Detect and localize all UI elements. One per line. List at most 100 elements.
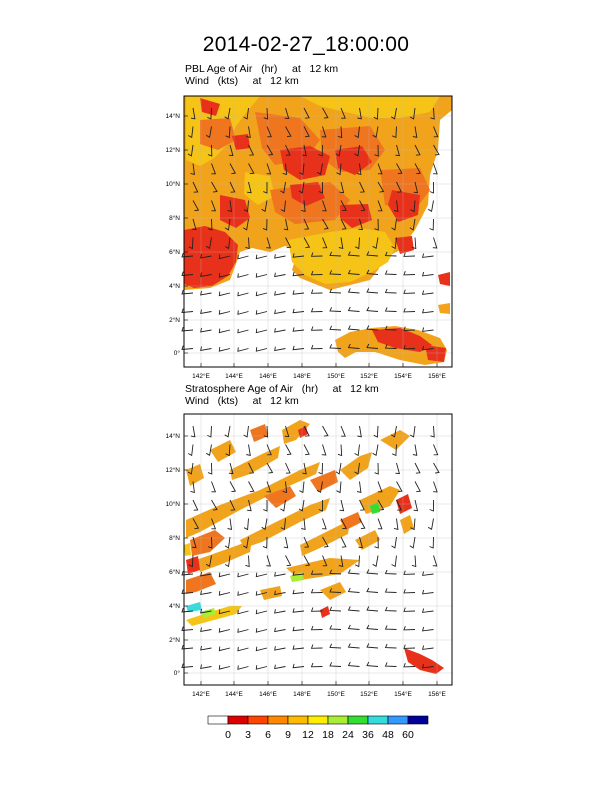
wind-barb bbox=[329, 270, 342, 275]
panel1-lon-label: 148°E bbox=[293, 372, 311, 380]
panel1-age-field bbox=[184, 96, 452, 365]
panel1-lat-label: 12°N bbox=[165, 146, 180, 154]
colorbar-label: 18 bbox=[322, 729, 334, 741]
wind-barb bbox=[310, 289, 323, 294]
wind-barb bbox=[218, 310, 231, 315]
wind-barb bbox=[316, 481, 323, 494]
wind-barb bbox=[372, 126, 379, 139]
wind-barb bbox=[318, 500, 323, 512]
wind-barb bbox=[393, 518, 399, 531]
wind-barb bbox=[374, 144, 379, 157]
wind-barb bbox=[207, 218, 213, 231]
wind-barb bbox=[303, 237, 311, 249]
wind-barb bbox=[366, 288, 379, 294]
wind-barb bbox=[366, 325, 379, 331]
wind-barb bbox=[255, 646, 268, 652]
panel1-axis-ticks bbox=[184, 115, 438, 367]
wind-barb bbox=[207, 425, 212, 438]
wind-barb bbox=[337, 126, 343, 139]
wind-barb bbox=[237, 328, 249, 334]
colorbar-swatch bbox=[267, 715, 289, 725]
wind-barb bbox=[285, 126, 292, 138]
wind-barb bbox=[403, 644, 416, 649]
wind-barb bbox=[292, 589, 305, 595]
panel1-lon-labels: 142°E 144°E 146°E 148°E 150°E 152°E 154°… bbox=[192, 372, 446, 380]
wind-barb bbox=[187, 144, 194, 157]
wind-barb bbox=[237, 646, 249, 652]
wind-barb bbox=[374, 218, 379, 231]
wind-barb bbox=[384, 662, 397, 667]
wind-barb bbox=[433, 481, 438, 493]
wind-barb bbox=[432, 555, 438, 567]
wind-barb bbox=[391, 237, 397, 250]
wind-barb bbox=[374, 462, 379, 475]
wind-barb bbox=[322, 425, 329, 437]
wind-barb bbox=[409, 425, 416, 438]
wind-barb bbox=[310, 252, 323, 257]
wind-barb bbox=[285, 237, 292, 249]
wind-barb bbox=[262, 218, 268, 231]
wind-barb bbox=[347, 269, 360, 275]
wind-barb bbox=[372, 237, 379, 250]
panel2-lat-label: 4°N bbox=[169, 602, 180, 610]
colorbar-label: 0 bbox=[225, 729, 231, 741]
wind-barb bbox=[347, 624, 360, 630]
colorbar-swatch bbox=[287, 715, 309, 725]
wind-barb bbox=[340, 536, 347, 548]
wind-barb bbox=[395, 462, 401, 475]
panel2-lon-label: 148°E bbox=[293, 690, 311, 698]
wind-barb bbox=[396, 163, 403, 175]
wind-barb bbox=[255, 347, 268, 352]
wind-barb bbox=[337, 444, 343, 457]
wind-barb bbox=[412, 126, 418, 138]
wind-barb bbox=[255, 609, 268, 615]
wind-barb bbox=[421, 271, 434, 277]
wind-barb bbox=[433, 444, 439, 456]
wind-barb bbox=[433, 126, 439, 138]
wind-barb bbox=[261, 200, 268, 213]
wind-barb bbox=[224, 107, 231, 120]
wind-barb bbox=[205, 237, 212, 250]
wind-barb bbox=[318, 182, 323, 194]
panel2-wind-barbs bbox=[181, 425, 440, 670]
wind-barb bbox=[224, 555, 231, 568]
wind-barb bbox=[266, 555, 271, 567]
wind-barb bbox=[292, 327, 305, 332]
wind-barb bbox=[329, 325, 342, 331]
wind-barb bbox=[429, 182, 434, 194]
wind-barb bbox=[274, 346, 286, 352]
wind-barb bbox=[322, 237, 328, 249]
wind-barb bbox=[237, 591, 249, 596]
wind-barb bbox=[321, 444, 327, 456]
wind-barb bbox=[377, 200, 383, 212]
panel1-wind-barbs bbox=[181, 107, 440, 352]
wind-barb bbox=[366, 606, 379, 612]
wind-barb bbox=[412, 444, 418, 456]
wind-barb bbox=[274, 254, 286, 259]
wind-barb bbox=[181, 326, 194, 332]
wind-barb bbox=[366, 251, 379, 257]
panel2-lon-label: 144°E bbox=[225, 690, 243, 698]
wind-barb bbox=[187, 444, 194, 457]
wind-barb bbox=[190, 425, 196, 438]
wind-barb bbox=[283, 536, 289, 549]
colorbar-label: 48 bbox=[382, 729, 394, 741]
wind-barb bbox=[292, 290, 305, 295]
wind-barb bbox=[255, 291, 268, 297]
wind-barb bbox=[366, 306, 379, 312]
wind-barb bbox=[187, 462, 194, 475]
wind-barb bbox=[229, 481, 237, 493]
wind-barb bbox=[243, 107, 249, 120]
wind-barb bbox=[329, 569, 342, 575]
wind-barb bbox=[335, 462, 342, 475]
wind-barb bbox=[421, 663, 434, 669]
wind-barb bbox=[266, 126, 272, 138]
wind-barb bbox=[190, 107, 196, 120]
colorbar-swatch bbox=[367, 715, 389, 725]
wind-barb bbox=[339, 181, 345, 194]
panel1-lat-label: 4°N bbox=[169, 282, 180, 290]
wind-barb bbox=[227, 518, 233, 530]
wind-barb bbox=[403, 270, 416, 276]
wind-barb bbox=[181, 589, 194, 595]
wind-barb bbox=[205, 126, 212, 139]
